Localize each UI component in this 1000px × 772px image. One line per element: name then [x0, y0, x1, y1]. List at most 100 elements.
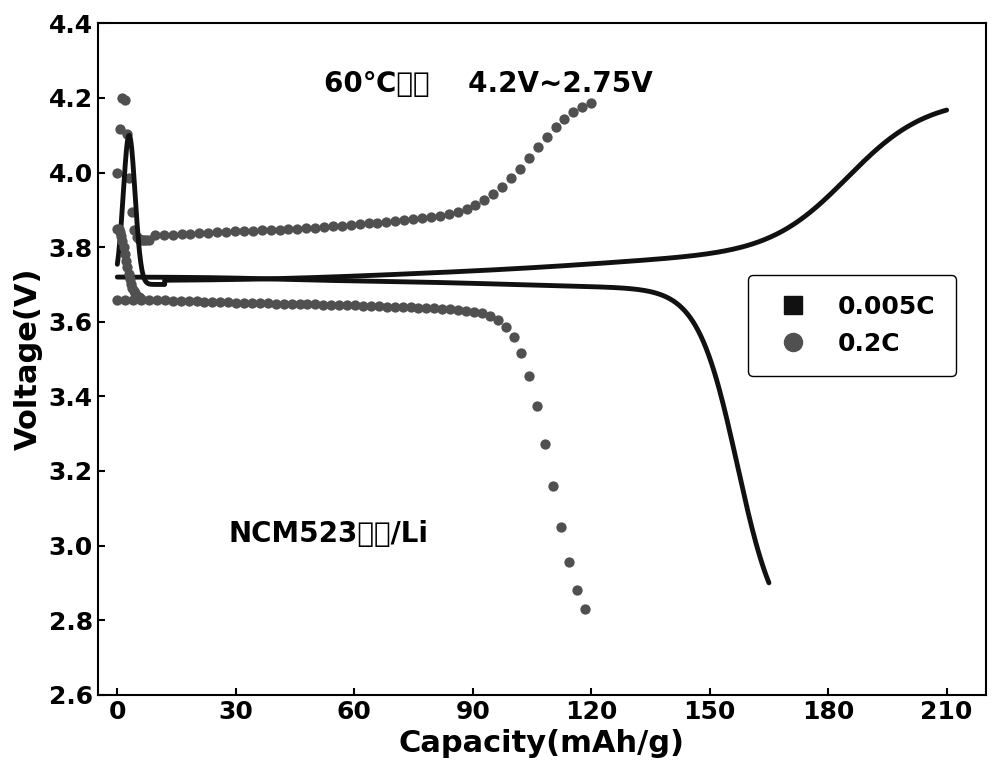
Point — [506, 331, 522, 344]
Point — [126, 224, 142, 236]
Point — [133, 293, 149, 305]
Point — [298, 222, 314, 235]
Point — [118, 255, 134, 267]
Point — [268, 297, 284, 310]
Point — [307, 298, 323, 310]
Point — [494, 181, 510, 193]
Point — [316, 221, 332, 233]
Point — [450, 303, 466, 316]
Point — [109, 222, 125, 235]
Point — [334, 219, 350, 232]
Point — [141, 294, 157, 306]
Point — [434, 303, 450, 315]
Point — [182, 228, 198, 240]
Point — [441, 208, 457, 220]
Legend: 0.005C, 0.2C: 0.005C, 0.2C — [748, 276, 956, 376]
Point — [189, 295, 205, 307]
Point — [126, 285, 142, 297]
Point — [289, 222, 305, 235]
Point — [112, 225, 128, 238]
Point — [121, 267, 137, 279]
Point — [119, 261, 135, 273]
Point — [276, 297, 292, 310]
Point — [131, 233, 147, 245]
Point — [396, 214, 412, 226]
Point — [503, 172, 519, 185]
Point — [209, 226, 225, 239]
Point — [410, 302, 426, 314]
Point — [414, 212, 430, 225]
Point — [307, 222, 323, 234]
Point — [529, 400, 545, 412]
Point — [530, 141, 546, 154]
Point — [236, 225, 252, 237]
Point — [474, 307, 490, 320]
Point — [134, 233, 150, 245]
Point — [539, 130, 555, 143]
Point — [191, 227, 207, 239]
Point — [347, 300, 363, 312]
Point — [111, 223, 127, 235]
Point — [299, 298, 315, 310]
Point — [204, 296, 220, 308]
Point — [577, 603, 593, 615]
Point — [109, 293, 125, 306]
Point — [114, 92, 130, 104]
Point — [263, 224, 279, 236]
Point — [280, 223, 296, 235]
Point — [125, 293, 141, 306]
Point — [220, 296, 236, 309]
Point — [121, 172, 137, 185]
Point — [369, 216, 385, 229]
Point — [512, 162, 528, 174]
Point — [476, 195, 492, 207]
Point — [272, 223, 288, 235]
Point — [371, 300, 387, 313]
Point — [147, 229, 163, 242]
Point — [157, 294, 173, 306]
Point — [485, 188, 501, 201]
Point — [131, 291, 147, 303]
Point — [244, 297, 260, 310]
Point — [339, 299, 355, 311]
Point — [129, 231, 145, 243]
Point — [513, 347, 529, 359]
Point — [260, 297, 276, 310]
Point — [181, 295, 197, 307]
Point — [343, 218, 359, 231]
Point — [122, 273, 138, 285]
Point — [418, 302, 434, 314]
Point — [116, 242, 132, 254]
Point — [537, 438, 553, 450]
Point — [228, 296, 244, 309]
Point — [109, 167, 125, 179]
Point — [450, 205, 466, 218]
Point — [124, 282, 140, 294]
Point — [355, 300, 371, 312]
Point — [521, 152, 537, 164]
Point — [466, 306, 482, 318]
Point — [128, 289, 144, 301]
Point — [545, 479, 561, 492]
Point — [245, 225, 261, 237]
Point — [156, 229, 172, 241]
Point — [565, 107, 581, 119]
Point — [136, 233, 152, 245]
Point — [117, 94, 133, 107]
Point — [292, 298, 308, 310]
Point — [561, 556, 577, 568]
Point — [113, 230, 129, 242]
Text: NCM523涂膜/Li: NCM523涂膜/Li — [229, 520, 429, 548]
Point — [117, 248, 133, 260]
Point — [323, 299, 339, 311]
Point — [114, 235, 130, 248]
Point — [127, 287, 143, 300]
Point — [315, 298, 331, 310]
Point — [498, 321, 514, 334]
Point — [387, 215, 403, 227]
Point — [403, 301, 419, 313]
Point — [361, 217, 377, 229]
Point — [173, 295, 189, 307]
Point — [482, 310, 498, 323]
Point — [556, 113, 572, 126]
